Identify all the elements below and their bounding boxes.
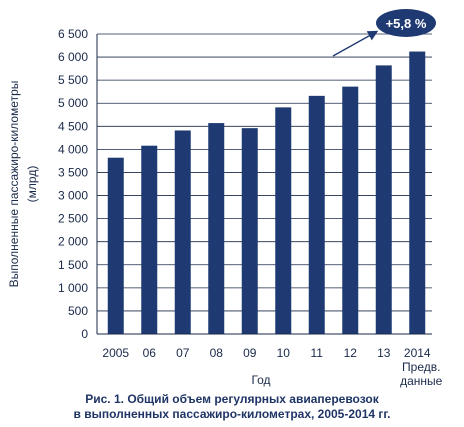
x-tick-label: 11	[311, 346, 324, 360]
y-tick-label: 5 500	[58, 73, 88, 87]
y-tick-labels: 0 500 1 000 1 500 2 000 2 500 3 000 3 500 4 000 4…	[58, 27, 88, 341]
x-tick-sublabel: данные	[400, 374, 443, 388]
growth-annotation-bubble	[376, 9, 436, 37]
y-tick-label: 1 500	[58, 258, 88, 272]
bar	[308, 95, 325, 334]
y-tick-label: 3 000	[58, 189, 88, 203]
y-tick-label: 0	[81, 327, 88, 341]
bar	[141, 145, 158, 334]
y-tick-label: 4 000	[58, 142, 88, 156]
growth-arrow	[332, 30, 379, 57]
bar	[375, 65, 392, 334]
bar	[342, 86, 359, 334]
y-tick-label: 2 500	[58, 212, 88, 226]
x-tick-label: 2005	[102, 346, 129, 360]
bar	[241, 128, 258, 334]
bar	[107, 157, 124, 334]
bar	[275, 107, 292, 334]
bars	[107, 51, 426, 335]
x-tick-sublabel: Предв.	[402, 360, 440, 374]
x-axis-title: Год	[251, 373, 270, 387]
x-tick-label: 09	[243, 346, 257, 360]
y-tick-label: 3 500	[58, 165, 88, 179]
y-tick-label: 5 000	[58, 96, 88, 110]
growth-annotation-text: +5,8 %	[386, 16, 427, 31]
caption-line-2: в выполненных пассажиро-километрах, 2005…	[73, 407, 391, 421]
x-tick-label: 08	[210, 346, 224, 360]
y-tick-label: 2 000	[58, 235, 88, 249]
x-tick-label: 10	[277, 346, 291, 360]
y-tick-label: 6 500	[58, 27, 88, 41]
x-tick-label: 12	[344, 346, 358, 360]
x-tick-label: 2014	[404, 346, 431, 360]
x-tick-label: 13	[377, 346, 391, 360]
bar	[409, 51, 426, 335]
y-tick-label: 1 000	[58, 281, 88, 295]
figure-caption: Рис. 1. Общий объем регулярных авиаперев…	[0, 392, 464, 422]
bar	[174, 130, 191, 334]
y-tick-label: 4 500	[58, 119, 88, 133]
caption-line-1: Рис. 1. Общий объем регулярных авиаперев…	[85, 392, 379, 406]
y-tick-label: 6 000	[58, 50, 88, 64]
y-axis-title-line1: Выполненные пассажиро-километры	[7, 81, 21, 288]
bar	[208, 123, 225, 334]
x-tick-label: 07	[176, 346, 190, 360]
x-tick-label: 06	[143, 346, 157, 360]
y-axis-title-line2: (млрд)	[25, 166, 39, 203]
y-tick-label: 500	[68, 304, 88, 318]
